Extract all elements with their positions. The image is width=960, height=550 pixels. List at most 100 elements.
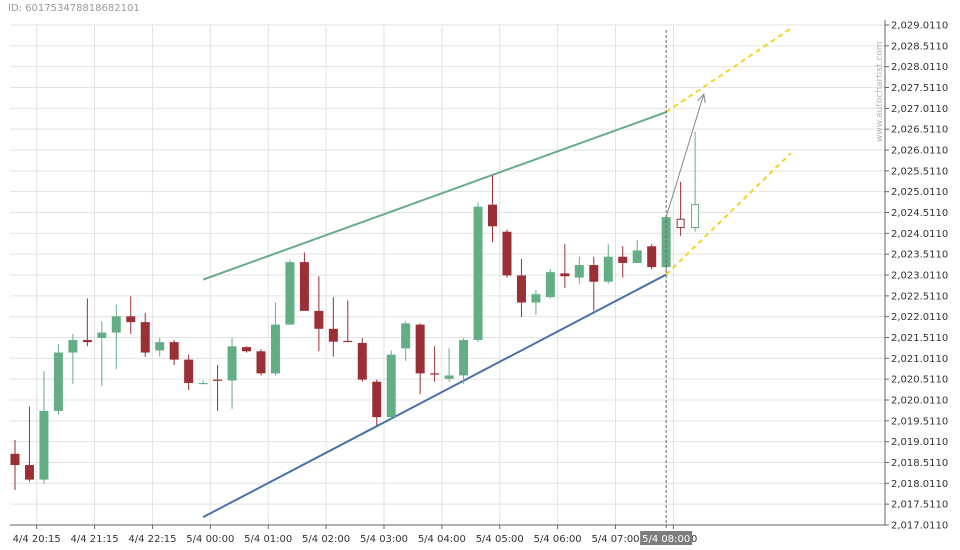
y-tick-label: 2,029.0110 bbox=[891, 21, 948, 32]
chart-id-label: ID: 6017534788186821​01 bbox=[8, 3, 140, 14]
x-axis: 4/4 20:15 4/4 21:15 4/4 22:15 5/4 00:00 5/4 … bbox=[10, 524, 885, 545]
candle-body bbox=[227, 346, 237, 381]
y-tick-label: 2,028.0110 bbox=[891, 62, 948, 73]
y-tick-label: 2,026.5110 bbox=[891, 125, 948, 136]
candle-body bbox=[256, 351, 266, 374]
y-tick-label: 2,018.0110 bbox=[891, 479, 948, 490]
candle-body bbox=[502, 231, 512, 276]
candle-body bbox=[647, 246, 657, 268]
candle-body bbox=[285, 262, 295, 325]
x-tick-label: 5/4 05:00 bbox=[476, 534, 524, 545]
y-tick-label: 2,022.0110 bbox=[891, 312, 948, 323]
candle-body bbox=[68, 340, 78, 353]
y-tick-label: 2,025.0110 bbox=[891, 187, 948, 198]
candle-body bbox=[618, 256, 628, 263]
x-tick-label: 5/4 04:00 bbox=[418, 534, 466, 545]
candle-body bbox=[357, 342, 367, 380]
candle-body bbox=[488, 204, 498, 227]
cursor-label-bg bbox=[640, 531, 693, 545]
x-tick-label: 5/4 06:00 bbox=[534, 534, 582, 545]
candle-body bbox=[270, 324, 280, 374]
y-tick-label: 2,020.0110 bbox=[891, 396, 948, 407]
candle-body bbox=[473, 206, 483, 341]
candle-body bbox=[560, 273, 570, 277]
y-tick-label: 2,024.0110 bbox=[891, 229, 948, 240]
candle-body bbox=[10, 453, 20, 466]
candle-body bbox=[184, 359, 194, 383]
y-tick-label: 2,021.5110 bbox=[891, 333, 948, 344]
x-tick-label: 4/4 21:15 bbox=[71, 534, 119, 545]
y-tick-label: 2,018.5110 bbox=[891, 458, 948, 469]
current-time-cursor: 5/4 08:00 bbox=[640, 30, 693, 545]
grid bbox=[10, 24, 885, 526]
y-tick-label: 2,026.0110 bbox=[891, 146, 948, 157]
candle-body bbox=[531, 294, 541, 303]
candle-body bbox=[401, 323, 411, 349]
resistance-line bbox=[202, 111, 667, 281]
candles bbox=[10, 131, 700, 491]
y-tick-label: 2,019.0110 bbox=[891, 437, 948, 448]
target-arrow-head bbox=[697, 93, 706, 104]
triangle-pattern bbox=[202, 27, 792, 519]
x-tick-label: 5/4 03:00 bbox=[360, 534, 408, 545]
candle-body bbox=[589, 265, 599, 282]
x-tick-label: 4/4 22:15 bbox=[128, 534, 176, 545]
candle-body bbox=[574, 265, 584, 278]
candle-body bbox=[444, 375, 454, 379]
target-arrow-line bbox=[665, 94, 705, 218]
candle-body bbox=[213, 379, 223, 381]
y-tick-label: 2,020.5110 bbox=[891, 375, 948, 386]
y-tick-label: 2,023.5110 bbox=[891, 250, 948, 261]
x-tick-label: 5/4 07:00 bbox=[591, 534, 639, 545]
candle-body bbox=[169, 342, 179, 360]
y-axis: 2,017.0110 2,017.5110 2,018.0110 2,018.5110… bbox=[884, 20, 948, 532]
candle-body bbox=[299, 262, 309, 311]
y-tick-label: 2,024.5110 bbox=[891, 208, 948, 219]
forecast-candle-body bbox=[676, 218, 685, 229]
y-tick-label: 2,025.5110 bbox=[891, 166, 948, 177]
candle-body bbox=[386, 354, 396, 418]
candle-body bbox=[516, 275, 526, 303]
candle-body bbox=[53, 352, 63, 411]
y-tick-label: 2,023.0110 bbox=[891, 271, 948, 282]
candle-body bbox=[140, 322, 150, 353]
candle-body bbox=[82, 340, 92, 343]
candle-body bbox=[242, 347, 252, 352]
candle-body bbox=[126, 316, 136, 323]
lower-projection-line bbox=[665, 152, 792, 276]
y-tick-label: 2,027.5110 bbox=[891, 83, 948, 94]
candle-body bbox=[632, 250, 642, 263]
y-tick-label: 2,017.5110 bbox=[891, 500, 948, 511]
y-tick-label: 2,027.0110 bbox=[891, 104, 948, 115]
candle-body bbox=[603, 256, 613, 282]
candle-body bbox=[39, 410, 49, 480]
forecast-candle-body bbox=[691, 204, 700, 229]
candle-body bbox=[328, 328, 338, 342]
candle-body bbox=[97, 332, 107, 338]
candle-body bbox=[372, 381, 382, 418]
support-line bbox=[202, 273, 667, 519]
candle-body bbox=[415, 324, 425, 374]
candle-body bbox=[111, 316, 121, 333]
candle-body bbox=[430, 373, 440, 375]
y-tick-label: 2,021.0110 bbox=[891, 354, 948, 365]
x-tick-label: 5/4 00:00 bbox=[186, 534, 234, 545]
cursor-label: 5/4 08:00 bbox=[642, 534, 690, 545]
y-tick-label: 2,022.5110 bbox=[891, 291, 948, 302]
y-tick-label: 2,017.0110 bbox=[891, 521, 948, 532]
candle-body bbox=[545, 272, 555, 298]
candle-body bbox=[155, 342, 165, 351]
watermark: www.autochartist.com bbox=[875, 41, 885, 142]
candle-body bbox=[459, 340, 469, 376]
x-tick-label: 5/4 02:00 bbox=[302, 534, 350, 545]
upper-projection-line bbox=[665, 27, 792, 113]
candle-body bbox=[343, 340, 353, 343]
candle-body bbox=[24, 465, 34, 480]
candle-body bbox=[314, 310, 324, 329]
candle-body bbox=[198, 382, 208, 385]
x-tick-label: 4/4 20:15 bbox=[13, 534, 61, 545]
y-tick-label: 2,028.5110 bbox=[891, 41, 948, 52]
x-tick-label: 5/4 01:00 bbox=[244, 534, 292, 545]
y-tick-label: 2,019.5110 bbox=[891, 416, 948, 427]
